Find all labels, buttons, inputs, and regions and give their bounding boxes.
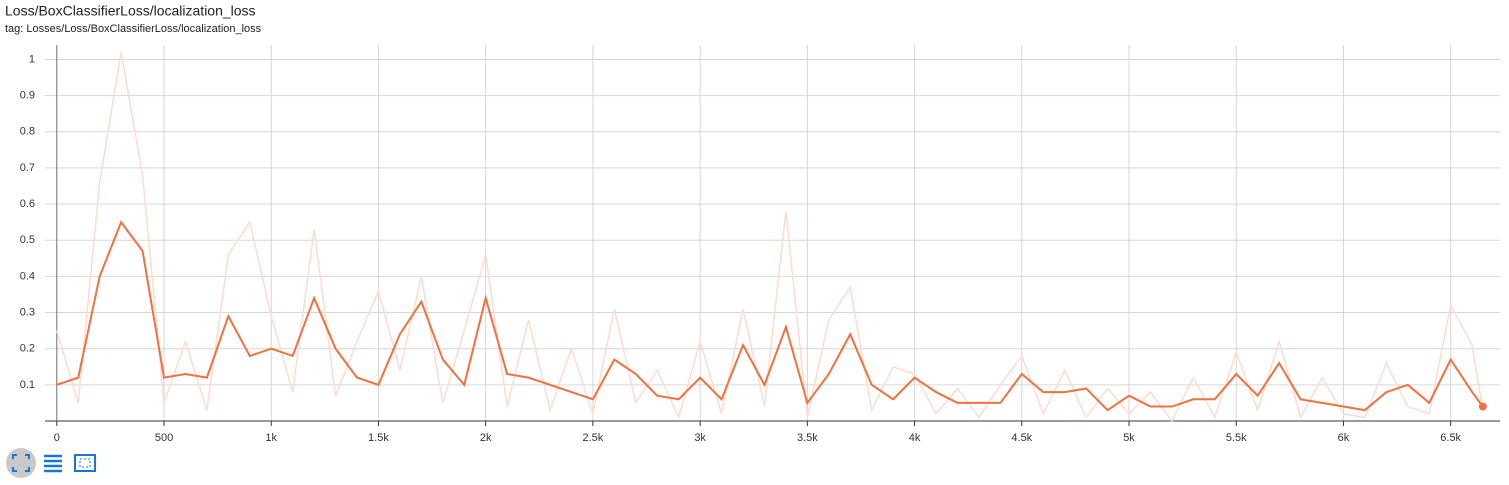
toggle-log-button[interactable] — [44, 454, 62, 473]
y-tick-label: 0.4 — [20, 270, 35, 282]
y-tick-label: 0.5 — [20, 234, 35, 246]
y-tick-label: 0.1 — [20, 379, 35, 391]
x-tick-label: 3k — [694, 432, 706, 444]
x-tick-label: 4k — [909, 432, 921, 444]
series-line — [56, 52, 1484, 423]
x-tick-label: 0 — [54, 432, 60, 444]
x-tick-label: 2k — [480, 432, 492, 444]
x-tick-label: 1.5k — [368, 432, 389, 444]
toolbar — [6, 448, 96, 478]
chart-title: Loss/BoxClassifierLoss/localization_loss — [5, 3, 256, 19]
y-tick-label: 0.7 — [20, 162, 35, 174]
x-tick-label: 4.5k — [1011, 432, 1032, 444]
selection-zoom-button[interactable] — [74, 454, 96, 472]
y-tick-label: 0.2 — [20, 343, 35, 355]
plot-area: 0.1 0.2 0.3 0.4 0.5 0.6 0.7 0.8 0.9 1 0 500 1k 1.5k 2k… — [20, 45, 1500, 444]
y-tick-label: 1 — [29, 53, 35, 65]
y-tick-label: 0.6 — [20, 198, 35, 210]
x-tick-label: 500 — [155, 432, 173, 444]
x-tick-label: 6.5k — [1440, 432, 1461, 444]
last-point — [1478, 402, 1487, 411]
y-tick-label: 0.3 — [20, 306, 35, 318]
chart-subtitle: tag: Losses/Loss/BoxClassifierLoss/local… — [5, 23, 262, 35]
x-tick-label: 2.5k — [583, 432, 604, 444]
x-tick-label: 3.5k — [797, 432, 818, 444]
fit-domain-button[interactable] — [6, 448, 36, 478]
x-tick-label: 6k — [1338, 432, 1350, 444]
x-tick-label: 5.5k — [1226, 432, 1247, 444]
x-tick-label: 1k — [265, 432, 277, 444]
series-line — [56, 220, 1484, 412]
y-tick-label: 0.9 — [20, 90, 35, 102]
x-tick-label: 5k — [1123, 432, 1135, 444]
y-tick-label: 0.8 — [20, 126, 35, 138]
